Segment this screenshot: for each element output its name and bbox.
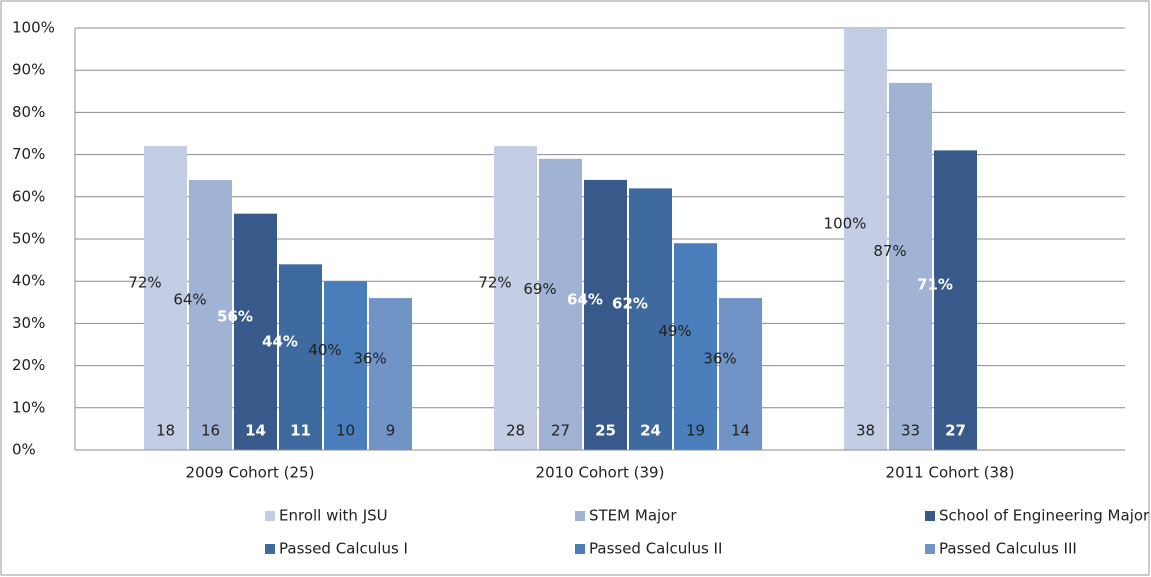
bar — [189, 179, 232, 451]
y-tick-label: 10% — [12, 398, 45, 416]
count-label: 14 — [245, 422, 266, 440]
bar — [584, 179, 627, 451]
value-label: 87% — [873, 242, 906, 260]
bar — [494, 146, 537, 450]
bar — [719, 298, 762, 450]
x-tick-label: 2010 Cohort (39) — [536, 464, 665, 482]
count-label: 11 — [290, 422, 311, 440]
y-tick-label: 90% — [12, 61, 45, 79]
x-tick-label: 2009 Cohort (25) — [186, 464, 315, 482]
count-label: 27 — [945, 422, 966, 440]
value-label: 44% — [262, 333, 298, 351]
y-tick-label: 40% — [12, 272, 45, 290]
bar — [234, 213, 277, 450]
count-label: 14 — [731, 422, 750, 440]
bar — [889, 82, 932, 451]
y-tick-label: 60% — [12, 187, 45, 205]
bar — [539, 158, 582, 450]
value-label: 100% — [824, 215, 867, 233]
legend-label: School of Engineering Major — [939, 507, 1150, 525]
value-label: 36% — [353, 350, 386, 368]
value-label: 71% — [917, 276, 953, 294]
bar — [934, 150, 977, 450]
bar — [844, 28, 887, 450]
y-tick-label: 70% — [12, 145, 45, 163]
bar — [629, 188, 672, 451]
count-label: 16 — [201, 422, 220, 440]
legend-label: Enroll with JSU — [279, 507, 388, 525]
y-tick-label: 50% — [12, 230, 45, 248]
legend-label: Passed Calculus III — [939, 540, 1077, 558]
y-tick-label: 80% — [12, 103, 45, 121]
y-tick-label: 30% — [12, 314, 45, 332]
legend-label: Passed Calculus I — [279, 540, 408, 558]
y-tick-label: 20% — [12, 356, 45, 374]
legend-label: STEM Major — [589, 507, 677, 525]
value-label: 69% — [523, 280, 556, 298]
count-label: 18 — [156, 422, 175, 440]
y-tick-label: 100% — [12, 19, 55, 37]
legend-swatch — [265, 544, 275, 554]
count-label: 38 — [856, 422, 875, 440]
value-label: 64% — [567, 290, 603, 308]
value-label: 62% — [612, 295, 648, 313]
value-label: 56% — [217, 307, 253, 325]
y-tick-label: 0% — [12, 441, 36, 459]
legend-swatch — [265, 511, 275, 521]
count-label: 28 — [506, 422, 525, 440]
value-label: 72% — [478, 274, 511, 292]
value-label: 72% — [128, 274, 161, 292]
legend-label: Passed Calculus II — [589, 540, 722, 558]
legend-swatch — [575, 544, 585, 554]
x-tick-label: 2011 Cohort (38) — [886, 464, 1015, 482]
bar — [674, 243, 717, 450]
bar — [324, 281, 367, 450]
value-label: 64% — [173, 290, 206, 308]
legend-swatch — [575, 511, 585, 521]
count-label: 24 — [640, 422, 661, 440]
bar — [144, 146, 187, 450]
value-label: 49% — [658, 322, 691, 340]
count-label: 19 — [686, 422, 705, 440]
count-label: 9 — [386, 422, 396, 440]
count-label: 10 — [336, 422, 355, 440]
count-label: 33 — [901, 422, 920, 440]
bar — [369, 298, 412, 450]
legend-swatch — [925, 511, 935, 521]
count-label: 25 — [595, 422, 616, 440]
value-label: 36% — [703, 350, 736, 368]
bar — [279, 264, 322, 450]
count-label: 27 — [551, 422, 570, 440]
legend-swatch — [925, 544, 935, 554]
value-label: 40% — [308, 341, 341, 359]
